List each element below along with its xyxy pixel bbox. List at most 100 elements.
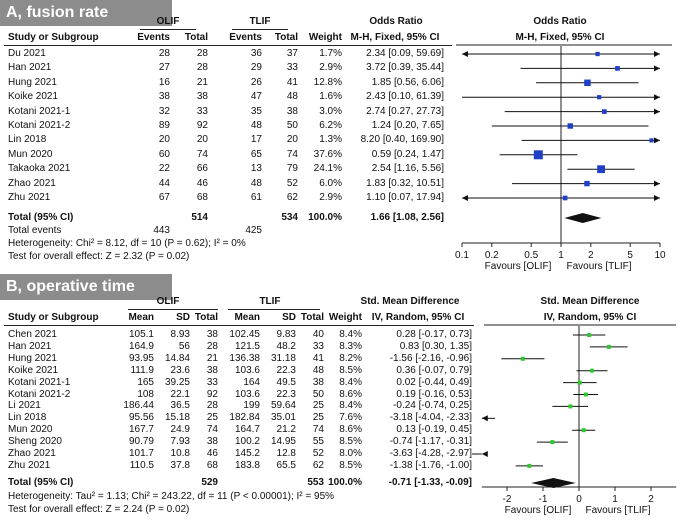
panel-a-cell-e1: 44 — [158, 177, 170, 189]
panel-b-col-sd1: SD — [176, 312, 190, 323]
panel-b-tick-label: -1 — [539, 494, 548, 505]
panel-a-point-estimate — [615, 66, 620, 71]
panel-a-cell-n1: 66 — [196, 163, 208, 175]
panel-b-plot-title: Std. Mean Difference — [540, 296, 640, 307]
panel-a-cell-n2: 52 — [286, 177, 298, 189]
panel-a-col-events2: Events — [229, 32, 262, 43]
panel-b-point-estimate — [568, 404, 573, 409]
panel-a-cell-weight: 24.1% — [313, 163, 342, 175]
panel-b-cell-n1: 33 — [206, 376, 218, 388]
panel-b-group1-rule — [128, 309, 218, 310]
panel-b-cell-n1: 74 — [206, 424, 218, 436]
panel-a-heterogeneity: Heterogeneity: Chi² = 8.12, df = 10 (P =… — [8, 238, 246, 249]
panel-b-cell-n1: 38 — [206, 329, 218, 340]
panel-b-cell-s1: 56 — [178, 340, 190, 352]
panel-a-cell-e1: 22 — [158, 163, 170, 175]
panel-a-cell-e2: 17 — [250, 134, 262, 146]
panel-b-ci-arrow-left — [481, 415, 488, 422]
panel-b-point-estimate — [606, 344, 611, 349]
panel-a-cell-n1: 46 — [196, 177, 208, 189]
panel-b-cell-ci: -3.18 [-4.04, -2.33] — [389, 412, 472, 424]
panel-b-cell-study: Sheng 2020 — [8, 436, 62, 448]
panel-b-cell-m2: 145.2 — [234, 448, 260, 459]
panel-b-cell-study: Kotani 2021-1 — [8, 376, 71, 388]
panel-b-cell-ci: 0.36 [-0.07, 0.79] — [396, 364, 472, 376]
panel-b-group1: OLIF — [156, 296, 180, 307]
panel-a-cell-study: Du 2021 — [8, 48, 46, 59]
panel-b-pooled-diamond — [531, 478, 576, 488]
panel-b-cell-weight: 8.6% — [339, 388, 362, 400]
panel-a-tick-label: 2 — [588, 250, 594, 261]
panel-b-cell-n1: 28 — [206, 340, 218, 352]
panel-b-cell-n2: 41 — [312, 352, 324, 364]
panel-b-cell-s2: 14.95 — [270, 436, 296, 448]
panel-a-cell-study: Takaoka 2021 — [8, 163, 71, 175]
panel-b-cell-n1: 38 — [206, 436, 218, 448]
panel-b-cell-n2: 25 — [312, 412, 324, 424]
panel-a-ci-arrow-left — [462, 51, 468, 57]
panel-b-ci-arrow-left — [481, 451, 488, 457]
panel-b-total-n2: 553 — [307, 477, 324, 488]
panel-a-col-total1: Total — [184, 32, 208, 43]
panel-b-cell-m2: 183.8 — [234, 459, 260, 471]
panel-b-cell-study: Han 2021 — [8, 340, 52, 352]
panel-a-cell-n2: 20 — [286, 134, 298, 146]
panel-b-col-mean1: Mean — [128, 312, 154, 323]
panel-b-point-estimate — [520, 356, 525, 361]
panel-b-cell-n1: 46 — [206, 448, 218, 459]
panel-a-col-study: Study or Subgroup — [8, 32, 99, 43]
panel-b-cell-s2: 22.3 — [276, 388, 296, 400]
panel-a-cell-ci: 2.34 [0.09, 59.69] — [366, 48, 444, 59]
panel-b-cell-s1: 22.1 — [170, 388, 190, 400]
panel-b-cell-weight: 8.6% — [339, 424, 362, 436]
panel-a-total-ci: 1.66 [1.08, 2.56] — [370, 212, 444, 223]
panel-b-cell-s2: 9.83 — [276, 329, 296, 340]
panel-b-cell-s2: 48.2 — [276, 340, 296, 352]
panel-b-cell-weight: 8.5% — [339, 364, 362, 376]
panel-a-point-estimate — [584, 79, 591, 87]
panel-b-cell-s1: 24.9 — [170, 424, 190, 436]
panel-b-cell-s2: 31.18 — [270, 352, 296, 364]
panel-a-tick-label: 0.1 — [455, 250, 469, 261]
panel-a-point-estimate — [595, 51, 600, 57]
panel-b-cell-s2: 49.5 — [276, 376, 296, 388]
panel-b-tick-label: -2 — [503, 494, 512, 505]
panel-a-tick-label: 1 — [558, 250, 564, 261]
panel-a-point-estimate — [649, 138, 654, 143]
panel-a-point-estimate — [601, 109, 607, 114]
panel-b-tick-label: 1 — [612, 494, 618, 505]
panel-a-favours-right: Favours [TLIF] — [566, 261, 632, 272]
panel-b-cell-n2: 40 — [312, 329, 324, 340]
panel-a-cell-weight: 6.0% — [319, 177, 342, 189]
panel-a-ci-arrow-right — [654, 195, 660, 201]
panel-a-cell-weight: 1.7% — [319, 48, 342, 59]
panel-a-favours-left: Favours [OLIF] — [484, 261, 552, 272]
panel-b-col-total1: Total — [194, 312, 218, 323]
panel-a-cell-ci: 8.20 [0.40, 169.90] — [360, 134, 444, 146]
panel-b-cell-weight: 8.3% — [339, 340, 362, 352]
panel-b-cell-m2: 103.6 — [234, 364, 260, 376]
panel-b-cell-ci: 0.13 [-0.19, 0.45] — [396, 424, 472, 436]
panel-b-cell-m1: 93.95 — [128, 352, 154, 364]
panel-a-cell-ci: 2.54 [1.16, 5.56] — [371, 163, 444, 175]
panel-a-group2: TLIF — [249, 16, 271, 27]
panel-b-cell-s2: 59.64 — [270, 400, 296, 412]
panel-a-cell-ci: 1.10 [0.07, 17.94] — [366, 192, 444, 203]
panel-a-label: A, fusion rate — [0, 0, 172, 26]
panel-a-cell-n1: 33 — [196, 105, 208, 117]
panel-b-cell-m2: 182.84 — [229, 412, 260, 424]
panel-b-cell-ci: -0.24 [-0.74, 0.25] — [393, 400, 472, 412]
panel-b-cell-study: Lin 2018 — [8, 412, 47, 424]
panel-a-cell-n2: 41 — [286, 76, 298, 88]
panel-a-point-estimate — [562, 195, 568, 201]
panel-a-point-estimate — [584, 180, 590, 187]
panel-b-cell-s1: 8.93 — [170, 329, 190, 340]
panel-a-cell-n2: 79 — [286, 163, 298, 175]
panel-a-cell-e2: 35 — [250, 105, 262, 117]
panel-b-cell-ci: 0.83 [0.30, 1.35] — [399, 340, 472, 352]
panel-a-cell-n1: 28 — [196, 62, 208, 74]
panel-b-total-label: Total (95% CI) — [8, 477, 74, 488]
panel-b-cell-weight: 8.4% — [339, 376, 362, 388]
panel-a-cell-e1: 16 — [158, 76, 170, 88]
panel-a-cell-e1: 20 — [158, 134, 170, 146]
